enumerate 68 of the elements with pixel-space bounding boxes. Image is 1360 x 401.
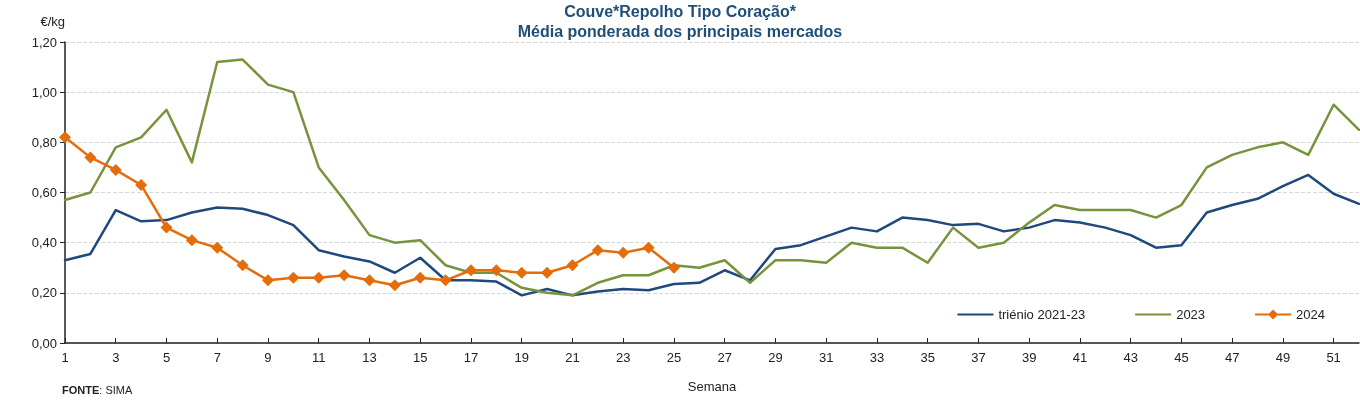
y-tick-label: 0,40 [31, 235, 57, 251]
x-tick-label: 13 [362, 350, 377, 365]
legend-label: 2023 [1176, 307, 1206, 322]
point [211, 241, 224, 254]
legend-label: 2024 [1296, 307, 1325, 322]
x-tick-label: 27 [717, 350, 732, 365]
point [642, 241, 655, 254]
point [287, 271, 300, 284]
y-tick-label: 0,00 [31, 335, 57, 351]
x-tick-label: 5 [162, 350, 171, 365]
x-tick-label: 49 [1275, 350, 1291, 365]
x-tick-label: 25 [666, 350, 682, 365]
x-tick-label: 19 [514, 350, 529, 365]
point [109, 163, 122, 176]
line-series [63, 58, 1360, 297]
point [185, 234, 198, 247]
x-tick-label: 45 [1174, 350, 1189, 365]
x-tick-label: 31 [818, 350, 834, 365]
x-tick-label: 11 [311, 350, 326, 365]
point [490, 264, 503, 277]
x-axis-title: Semana [687, 379, 737, 394]
x-tick-label: 9 [264, 350, 272, 365]
y-axis-title: €/kg [40, 14, 65, 29]
x-tick-label: 43 [1123, 350, 1138, 365]
x-tick-label: 35 [920, 350, 935, 365]
x-tick-label: 3 [112, 350, 120, 365]
point [617, 246, 630, 259]
point [591, 244, 604, 257]
y-tick-label: 0,80 [31, 134, 57, 150]
point [59, 131, 71, 144]
point [464, 264, 477, 277]
x-tick-label: 51 [1326, 350, 1341, 365]
point [414, 271, 427, 284]
point [388, 279, 401, 292]
point [84, 151, 97, 164]
point [667, 261, 680, 274]
point [261, 274, 274, 287]
y-tick-label: 0,60 [31, 185, 57, 200]
point [160, 221, 173, 234]
x-tick-label: 7 [213, 350, 221, 365]
x-tick-label: 47 [1224, 350, 1240, 365]
point [338, 269, 351, 282]
y-tick-label: 1,20 [31, 34, 57, 50]
point [236, 259, 249, 272]
x-tick-label: 41 [1072, 350, 1088, 365]
x-tick-label: 17 [463, 350, 479, 365]
x-tick-label: 39 [1021, 350, 1037, 365]
x-tick-label: 1 [61, 350, 69, 365]
point [439, 274, 452, 287]
chart-title: Couve*Repolho Tipo Coração* [564, 2, 797, 20]
x-tick-label: 21 [565, 350, 580, 365]
line-series [63, 173, 1360, 297]
x-tick-label: 29 [768, 350, 783, 365]
y-tick-label: 1,00 [31, 84, 57, 100]
x-tick-label: 23 [615, 350, 631, 365]
chart-subtitle: Média ponderada dos principais mercados [517, 22, 843, 40]
point [541, 266, 554, 279]
point [515, 266, 528, 279]
x-tick-label: 37 [971, 350, 986, 365]
x-tick-label: 15 [412, 350, 428, 365]
point [363, 274, 376, 287]
y-tick-label: 0,20 [31, 285, 57, 301]
point [312, 271, 325, 284]
source-note: FONTE: SIMA [62, 383, 133, 396]
legend-label: triénio 2021-23 [998, 307, 1086, 322]
point [135, 178, 148, 191]
point [566, 259, 579, 272]
x-tick-label: 33 [869, 350, 885, 365]
